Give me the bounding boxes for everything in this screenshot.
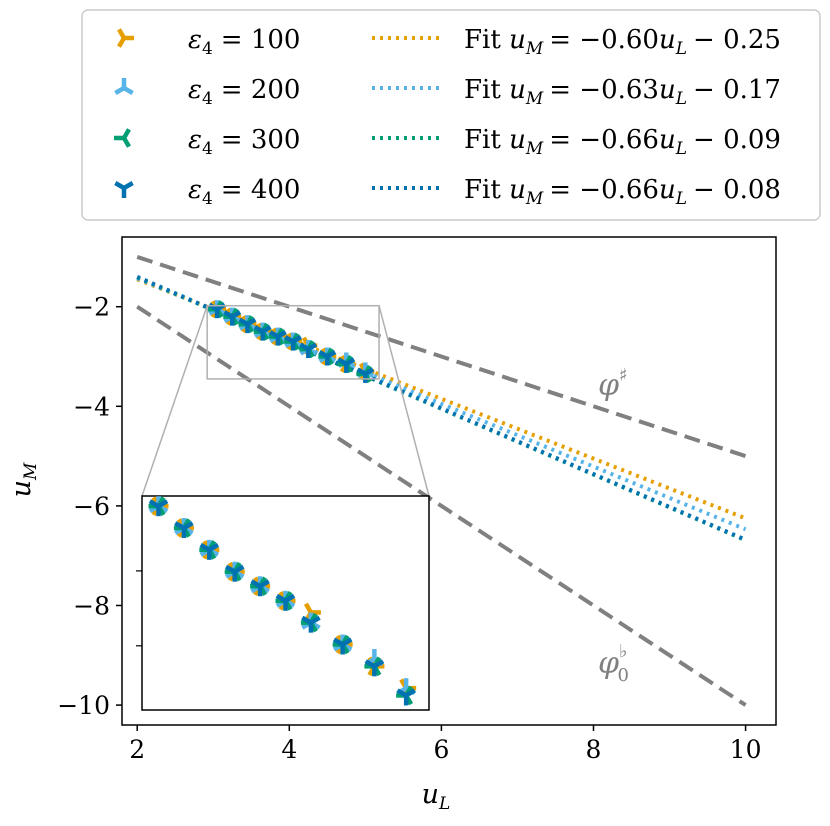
- phi-flat-label: φ♭ 0: [598, 641, 629, 686]
- y-tick-label: −4: [73, 392, 110, 421]
- legend-label-3: ε4 = 400: [188, 175, 300, 209]
- inset-layer: [136, 496, 417, 706]
- legend-label-0: ε4 = 100: [188, 25, 300, 59]
- zoom-connector-left: [141, 305, 208, 497]
- inset-marker-3-8: [364, 659, 385, 677]
- marker-3-6: [299, 342, 318, 359]
- y-tick-label: −8: [73, 591, 110, 620]
- x-tick-label: 4: [281, 735, 297, 764]
- inset-marker-3-4: [250, 579, 270, 597]
- inset-chart: [136, 495, 430, 711]
- reference-line-0: [136, 255, 747, 459]
- fit-line-1: [136, 276, 747, 532]
- inset-marker-3-9: [396, 688, 416, 706]
- legend-label-1: ε4 = 200: [188, 75, 300, 109]
- inset-marker-3-3: [224, 564, 245, 582]
- x-tick-label: 6: [433, 735, 449, 764]
- legend-marker-0: [117, 28, 134, 48]
- marker-3-5: [284, 335, 303, 351]
- y-tick-label: −2: [73, 293, 110, 322]
- legend-marker-3: [114, 181, 134, 198]
- marker-3-4: [268, 330, 287, 346]
- x-axis-label: uL: [422, 779, 451, 814]
- legend-fit-label-2: Fit uM = −0.66uL − 0.09: [464, 125, 781, 159]
- legend: ε4 = 100 Fit uM = −0.60uL − 0.25 ε4 = 200 Fit u…: [81, 9, 821, 221]
- fit-line-0: [136, 277, 747, 521]
- y-axis-label: uM: [6, 462, 41, 497]
- legend-entries: ε4 = 100 Fit uM = −0.60uL − 0.25 ε4 = 200 Fit u…: [114, 25, 781, 209]
- legend-marker-2: [114, 128, 131, 148]
- inset-marker-3-7: [332, 637, 353, 655]
- x-tick-label: 2: [129, 735, 145, 764]
- marker-3-1: [223, 310, 242, 326]
- marker-3-2: [238, 317, 257, 334]
- legend-marker-1: [114, 78, 134, 95]
- inset-marker-3-5: [275, 593, 296, 611]
- inset-marker-3-0: [148, 499, 169, 517]
- zoom-connector-right: [378, 305, 430, 497]
- legend-label-2: ε4 = 300: [188, 125, 300, 159]
- legend-fit-label-3: Fit uM = −0.66uL − 0.08: [464, 175, 781, 209]
- plot-area: [121, 236, 777, 726]
- zoom-indicator: [141, 304, 430, 497]
- fit-line-3: [136, 275, 747, 542]
- reference-line-1: [136, 305, 747, 707]
- phi-sharp-label: φ♯: [598, 365, 628, 403]
- zoom-box: [206, 304, 380, 380]
- inset-marker-3-1: [174, 521, 194, 539]
- legend-frame: [81, 9, 821, 221]
- x-tick-label: 8: [586, 735, 602, 764]
- ticks: 2 4 6 8 10 −2 −4 −6 −8 −10: [57, 293, 761, 764]
- marker-3-7: [318, 350, 337, 366]
- legend-fit-label-0: Fit uM = −0.60uL − 0.25: [464, 25, 781, 59]
- marker-3-3: [253, 325, 272, 341]
- marker-3-8: [337, 357, 356, 373]
- legend-fit-label-1: Fit uM = −0.63uL − 0.17: [464, 75, 781, 109]
- main-layer: [136, 255, 747, 707]
- inset-marker-3-2: [199, 542, 220, 560]
- inset-marker-3-6: [301, 615, 321, 633]
- y-tick-label: −6: [73, 492, 110, 521]
- y-tick-label: −10: [57, 691, 110, 720]
- x-tick-label: 10: [730, 735, 762, 764]
